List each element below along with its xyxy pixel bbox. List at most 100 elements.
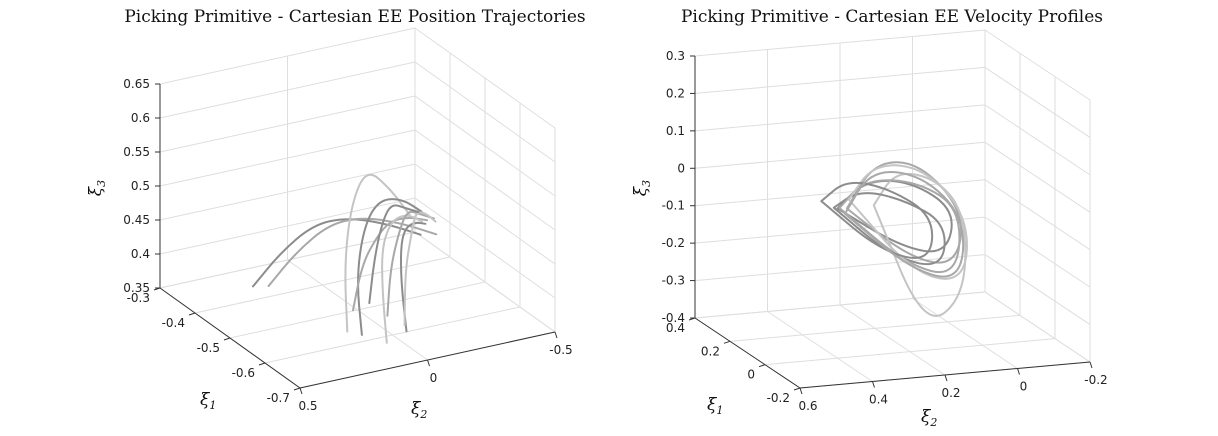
z-tick-label: -0.1	[662, 199, 685, 213]
y-tick-label: 0.4	[869, 393, 888, 407]
trajectory-line	[368, 204, 420, 305]
wall-grid-line	[694, 254, 986, 282]
wall-grid-line	[159, 231, 416, 289]
position-ticks: -0.3 -0.4 -0.5 -0.6 -0.7 0.5 0 -0.5 0.35 0.4 0.45 0…	[123, 77, 572, 413]
wall-grid-line	[414, 197, 556, 299]
wall-grid-line	[694, 29, 986, 57]
velocity-trajectories	[820, 161, 968, 317]
x-tick-label: -0.7	[267, 391, 290, 405]
wall-grid-line	[984, 29, 1091, 101]
position-zlabel-sub: 3	[95, 180, 108, 187]
velocity-ticks: 0.4 0.2 0 -0.2 0.6 0.4 0.2 0 -0.2 -0.4 -0.3 -0.2 -0.…	[662, 49, 1108, 413]
floor-grid-line	[767, 311, 873, 382]
position-ylabel: ξ2	[411, 399, 427, 421]
z-tick-label: 0.4	[131, 247, 150, 261]
x-tick-label: -0.6	[232, 366, 255, 380]
x-axis-line	[694, 317, 801, 389]
velocity-ylabel-base: ξ	[921, 407, 932, 427]
y-tick-mark	[944, 374, 948, 382]
position-ylabel-sub: 2	[419, 408, 427, 421]
wall-grid-line	[159, 163, 416, 221]
velocity-zlabel: ξ3	[631, 180, 653, 196]
y-tick-label: -0.5	[549, 343, 572, 357]
x-tick-label: -0.3	[127, 291, 150, 305]
trajectory-line	[381, 214, 423, 344]
wall-grid-line	[414, 61, 556, 163]
position-zlabel-base: ξ	[86, 185, 106, 196]
position-xlabel: ξ1	[200, 390, 216, 412]
y-tick-mark	[872, 381, 875, 388]
x-tick-mark	[758, 364, 766, 368]
wall-grid-line	[414, 27, 556, 129]
y-tick-label: 0	[430, 371, 438, 385]
y-tick-mark	[1017, 368, 1020, 375]
trajectory-line	[267, 217, 438, 287]
y-tick-label: 0	[1020, 380, 1028, 394]
trajectory-line	[386, 210, 435, 317]
velocity-axes	[694, 56, 1091, 389]
velocity-xlabel: ξ1	[707, 395, 723, 417]
z-tick-label: 0.35	[123, 281, 150, 295]
z-tick-label: -0.4	[662, 311, 685, 325]
z-tick-label: 0.5	[131, 179, 150, 193]
position-grid	[159, 27, 556, 389]
position-chart-title: Picking Primitive - Cartesian EE Positio…	[124, 7, 585, 27]
x-tick-label: -0.4	[162, 316, 185, 330]
y-tick-label: 0.6	[798, 399, 817, 413]
x-tick-mark	[293, 387, 301, 391]
trajectory-line	[252, 218, 422, 288]
velocity-chart: Picking Primitive - Cartesian EE Velocit…	[631, 7, 1108, 429]
velocity-grid	[694, 29, 1091, 389]
wall-grid-line	[984, 67, 1091, 138]
z-tick-label: 0.3	[666, 49, 685, 63]
y-tick-mark	[554, 331, 558, 339]
position-xlabel-sub: 1	[209, 399, 216, 412]
y-tick-mark	[1089, 361, 1093, 369]
trajectory-line	[352, 217, 428, 312]
position-zlabel: ξ3	[86, 180, 108, 196]
wall-grid-line	[414, 129, 556, 231]
velocity-xlabel-base: ξ	[707, 395, 718, 415]
x-tick-mark	[793, 387, 801, 391]
floor-grid-line	[912, 298, 1018, 369]
trajectory-line	[847, 164, 968, 280]
floor-grid-line	[839, 304, 946, 376]
z-tick-label: 0.2	[666, 86, 685, 100]
velocity-zlabel-sub: 3	[640, 180, 653, 187]
y-tick-mark	[299, 387, 303, 395]
x-tick-label: -0.2	[767, 391, 790, 405]
x-tick-mark	[723, 340, 731, 344]
x-tick-mark	[188, 312, 196, 316]
wall-grid-line	[984, 179, 1091, 251]
z-tick-label: 0.6	[131, 111, 150, 125]
trajectory-line	[357, 198, 423, 336]
wall-grid-line	[694, 291, 986, 319]
y-tick-label: 0.5	[298, 399, 317, 413]
velocity-ylabel-sub: 2	[929, 416, 937, 429]
z-tick-label: 0.45	[123, 213, 150, 227]
wall-grid-line	[414, 163, 556, 265]
wall-grid-line	[984, 216, 1091, 288]
trajectory-line	[820, 181, 934, 259]
wall-grid-line	[159, 197, 416, 255]
z-tick-label: -0.2	[662, 236, 685, 250]
x-tick-label: -0.5	[197, 341, 220, 355]
wall-grid-line	[414, 231, 556, 333]
trajectory-line	[844, 171, 965, 278]
trajectory-line	[403, 211, 437, 327]
z-tick-label: 0.55	[123, 145, 150, 159]
wall-grid-line	[414, 95, 556, 197]
x-tick-label: 0.2	[701, 344, 720, 358]
velocity-chart-title: Picking Primitive - Cartesian EE Velocit…	[681, 7, 1103, 27]
position-xlabel-base: ξ	[200, 390, 211, 410]
floor-grid-line	[287, 259, 428, 361]
z-tick-label: 0	[677, 161, 685, 175]
velocity-zlabel-base: ξ	[631, 185, 651, 196]
x-tick-mark	[223, 337, 231, 341]
position-trajectories	[252, 173, 438, 344]
y-tick-label: 0.2	[941, 386, 960, 400]
wall-grid-line	[694, 66, 986, 94]
wall-grid-line	[984, 254, 1091, 325]
y-tick-mark	[799, 387, 803, 395]
